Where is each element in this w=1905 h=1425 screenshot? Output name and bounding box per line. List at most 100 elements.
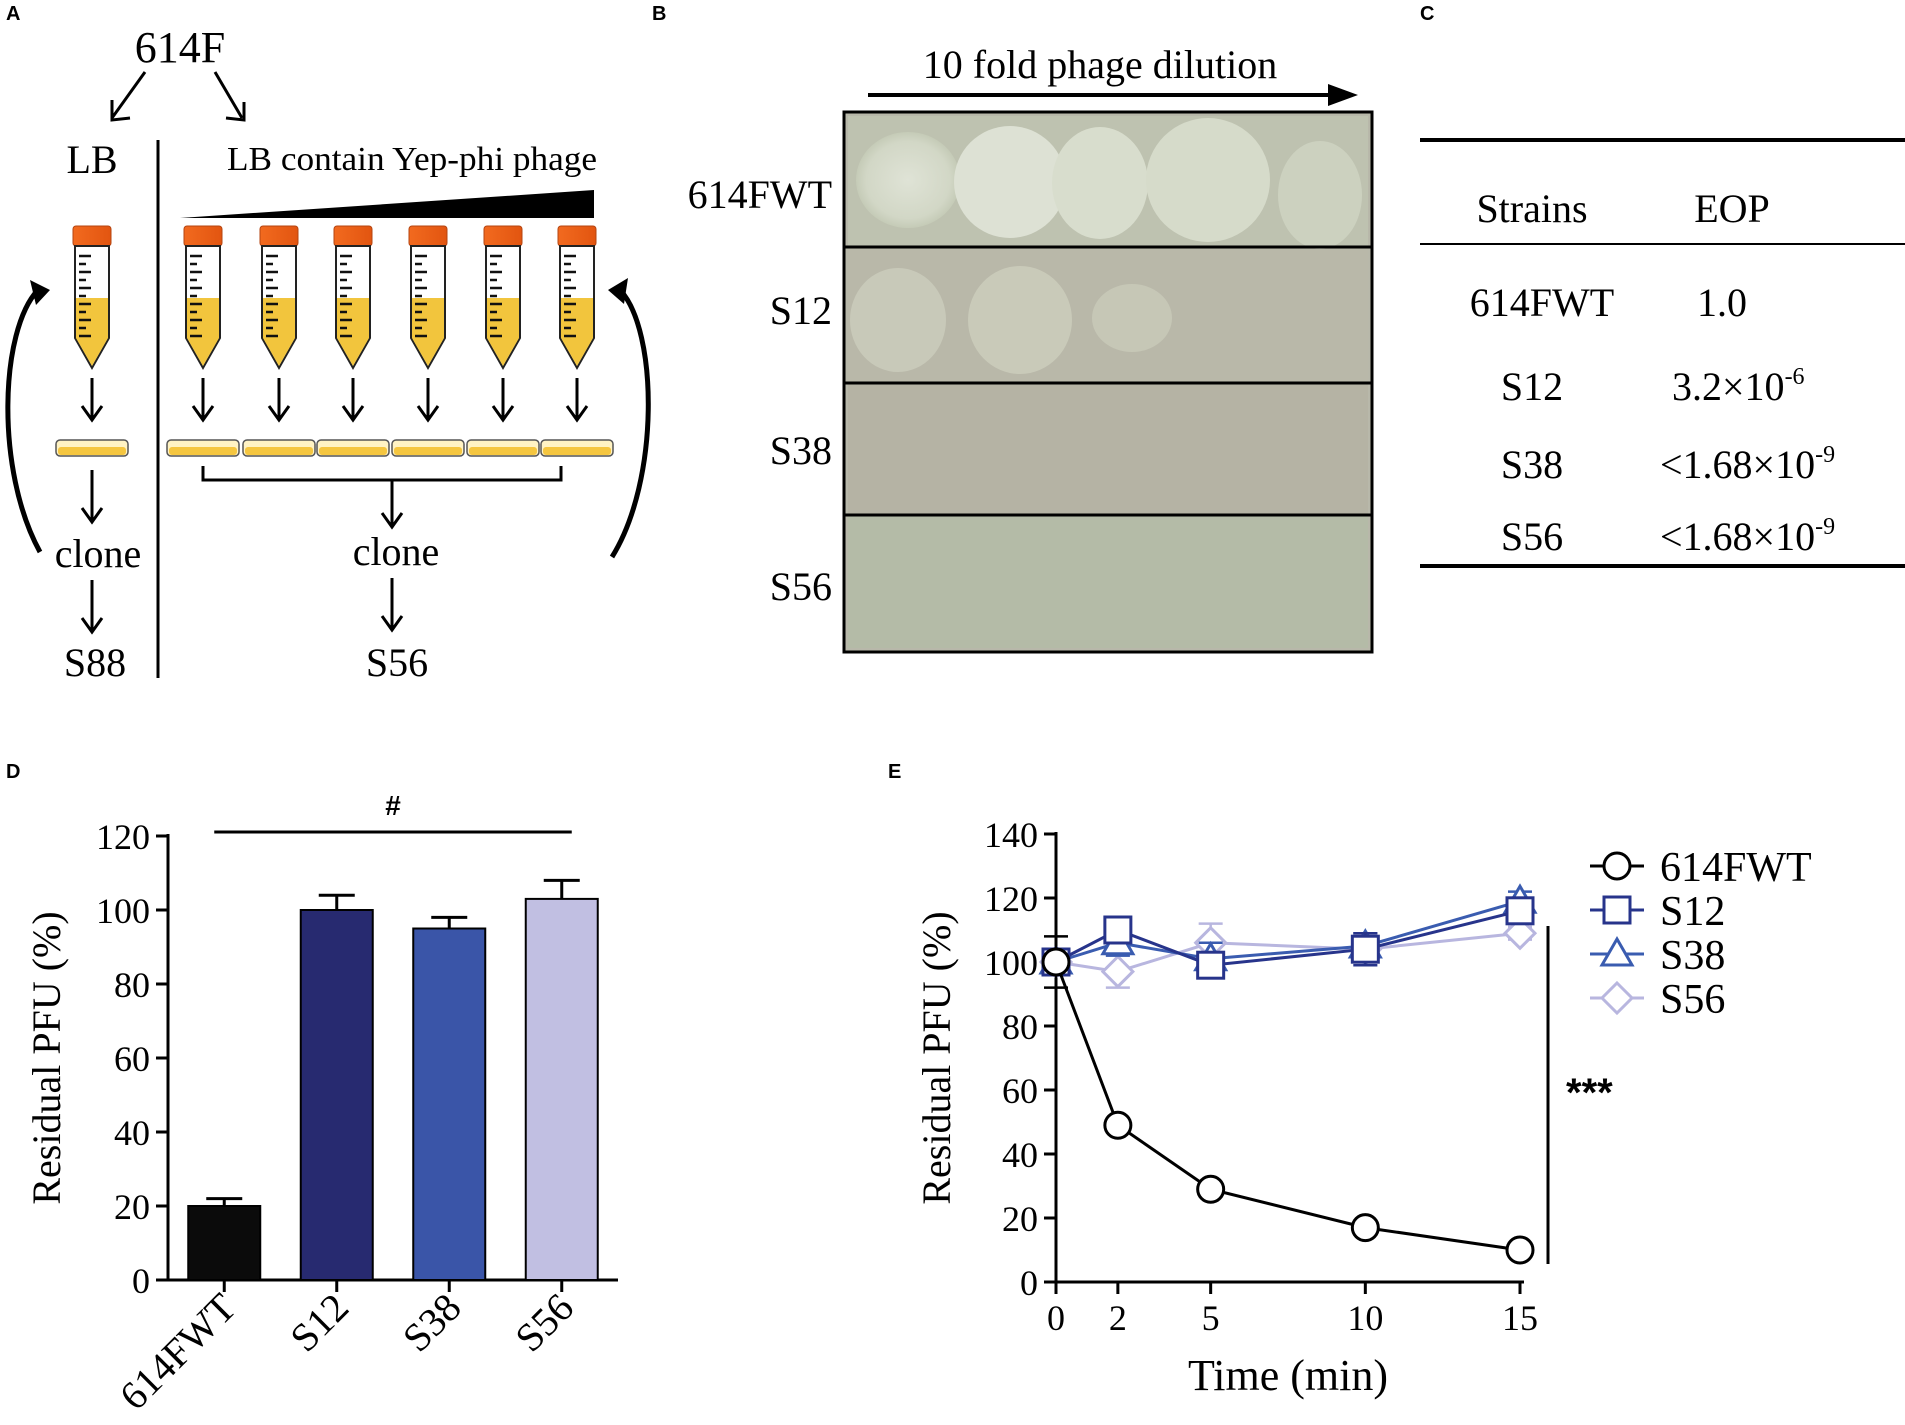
panel-a-parent: 614F xyxy=(135,23,225,72)
panel-b-row-1: 614FWT xyxy=(688,172,832,217)
panel-b-label: B xyxy=(652,3,666,25)
arrow-head xyxy=(341,405,365,423)
table-strain: S38 xyxy=(1501,442,1563,487)
right-loop-arrow xyxy=(609,288,651,559)
petri-dish-icon xyxy=(316,439,390,457)
tube-liquid xyxy=(76,298,108,366)
series-614fwt xyxy=(1041,935,1535,1265)
left-loop-arrow xyxy=(5,288,43,554)
y-tick-label: 60 xyxy=(1002,1071,1038,1111)
tube-liquid xyxy=(263,298,295,366)
significance-annotation: *** xyxy=(1566,1071,1613,1115)
bar xyxy=(412,927,487,1281)
tube-liquid xyxy=(561,298,593,366)
left-loop-arrow-head xyxy=(30,280,50,305)
y-tick-label: 120 xyxy=(984,879,1038,919)
petri-dish-icon xyxy=(166,439,240,457)
bar-chart: 0 20 40 60 80 100 120 Residual PFU (%) 614FWT S12… xyxy=(24,790,618,1418)
legend-item: S12 xyxy=(1590,889,1725,935)
right-loop-arrow-head xyxy=(608,278,628,304)
legend-item: S56 xyxy=(1590,977,1725,1023)
panel-d-label: D xyxy=(6,761,20,783)
x-tick-label: S38 xyxy=(394,1285,470,1361)
table-row: 614FWT 1.0 xyxy=(1470,280,1747,325)
y-tick-label: 100 xyxy=(96,891,150,931)
x-tick-label: 15 xyxy=(1502,1298,1538,1338)
petri-dish-icon xyxy=(540,439,614,457)
data-point xyxy=(1196,950,1226,980)
arrow-head xyxy=(191,405,215,423)
panel-c: C Strains EOP 614FWT 1.0 S12 3.2×10-6 S3… xyxy=(1420,3,1905,568)
plate-row-s38 xyxy=(848,384,1368,514)
table-eop: 1.0 xyxy=(1697,280,1747,325)
tube-liquid xyxy=(412,298,444,366)
dish-agar xyxy=(543,447,611,455)
x-tick-label: 614FWT xyxy=(111,1285,245,1419)
line-chart: 0 20 40 60 80 100 120 140 0 2 5 10 15 Time (min) Resid… xyxy=(914,815,1812,1400)
y-tick-label: 80 xyxy=(1002,1007,1038,1047)
tube-liquid xyxy=(337,298,369,366)
panel-a-label: A xyxy=(6,3,20,25)
down-arrow xyxy=(267,378,291,423)
x-tick-label: 2 xyxy=(1109,1298,1127,1338)
table-row: S56 <1.68×10-9 xyxy=(1501,514,1835,559)
panel-a: A 614F LB LB contain Yep-phi phage clone xyxy=(5,3,651,685)
right-clone-arrow xyxy=(380,578,404,633)
panel-e: E 0 20 40 60 80 100 120 140 0 2 5 10 15 Time (min) Res… xyxy=(888,761,1812,1400)
down-arrow xyxy=(491,378,515,423)
left-clone-arrow-1 xyxy=(80,470,104,525)
x-tick-label: S12 xyxy=(281,1285,357,1361)
panel-a-right-medium: LB contain Yep-phi phage xyxy=(227,141,597,178)
dish-agar xyxy=(394,447,462,455)
panel-b-header: 10 fold phage dilution xyxy=(923,42,1277,87)
culture-tube-icon xyxy=(408,225,448,371)
plates-bracket xyxy=(201,466,563,530)
dish-agar xyxy=(469,447,537,455)
tube-cap xyxy=(483,225,523,247)
data-point xyxy=(1350,934,1380,964)
data-point xyxy=(1502,916,1538,951)
series-s12 xyxy=(1041,896,1535,980)
legend-label: 614FWT xyxy=(1660,845,1812,891)
down-arrow xyxy=(191,378,215,423)
panel-a-right-clone: clone xyxy=(353,529,440,574)
tube-cap xyxy=(333,225,373,247)
arrow-head xyxy=(416,405,440,423)
table-eop: <1.68×10-9 xyxy=(1660,442,1835,487)
arrow-head xyxy=(491,405,515,423)
plaques-s12 xyxy=(850,266,1172,374)
y-tick-label: 80 xyxy=(114,965,150,1005)
x-tick-label: S56 xyxy=(506,1285,582,1361)
legend-item: S38 xyxy=(1590,933,1725,979)
culture-tube-icon xyxy=(259,225,299,371)
panel-c-label: C xyxy=(1420,3,1434,25)
down-arrow xyxy=(341,378,365,423)
data-point xyxy=(1602,895,1632,925)
panel-a-left-result: S88 xyxy=(64,640,126,685)
culture-tube-icon xyxy=(557,225,597,371)
panel-e-label: E xyxy=(888,761,901,783)
table-strain: S12 xyxy=(1501,364,1563,409)
y-tick-label: 20 xyxy=(1002,1199,1038,1239)
table-strain: 614FWT xyxy=(1470,280,1614,325)
table-header-strains: Strains xyxy=(1476,186,1587,231)
data-point xyxy=(1196,1174,1226,1204)
tube-cap xyxy=(259,225,299,247)
y-tick-label: 40 xyxy=(114,1113,150,1153)
down-arrow xyxy=(416,378,440,423)
data-point xyxy=(1350,1213,1380,1243)
x-tick-label: 5 xyxy=(1202,1298,1220,1338)
data-point xyxy=(1100,954,1135,989)
plate-frame xyxy=(842,110,1374,654)
eop-exponent: -6 xyxy=(1785,364,1805,390)
legend-label: S12 xyxy=(1660,889,1725,935)
y-axis-label: Residual PFU (%) xyxy=(914,911,959,1204)
x-tick-label: 10 xyxy=(1347,1298,1383,1338)
tube-cap xyxy=(408,225,448,247)
panel-a-left-clone: clone xyxy=(55,531,142,576)
data-point xyxy=(1103,915,1133,945)
panel-b-row-4: S56 xyxy=(770,564,832,609)
eop-exponent: -9 xyxy=(1815,442,1835,468)
petri-dish-icon xyxy=(466,439,540,457)
